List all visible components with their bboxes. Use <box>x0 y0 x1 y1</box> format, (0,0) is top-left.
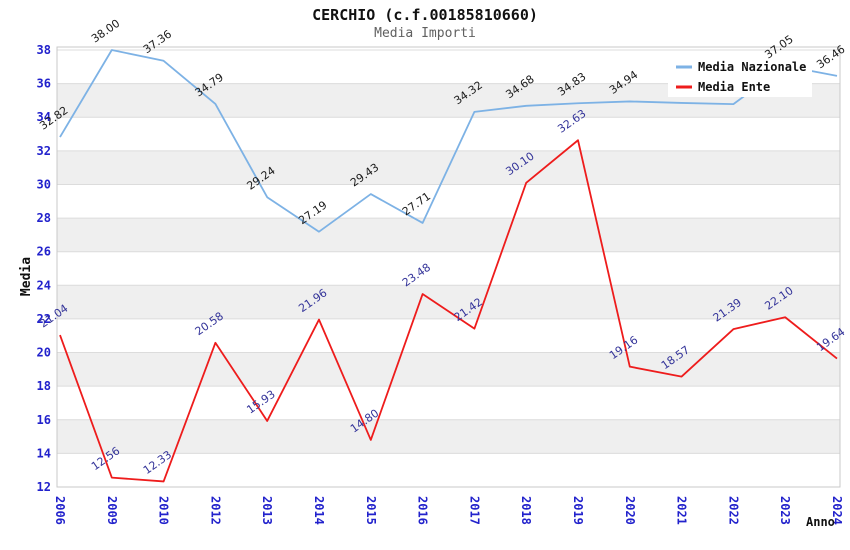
y-axis-title: Media <box>19 256 35 297</box>
legend-label-media-ente: Media Ente <box>698 80 770 94</box>
plot-background <box>57 47 840 487</box>
x-tick-label: 2015 <box>364 496 378 525</box>
y-tick-label: 20 <box>37 346 51 360</box>
x-tick-label: 2016 <box>416 496 430 525</box>
x-tick-label: 2006 <box>53 496 67 525</box>
x-tick-label: 2024 <box>830 496 844 525</box>
y-axis-tick-labels: 12 14 16 18 20 22 24 26 28 30 32 34 36 38 <box>37 43 51 494</box>
y-tick-label: 36 <box>37 77 51 91</box>
point-label: 38.00 <box>89 17 122 46</box>
legend-label-media-nazionale: Media Nazionale <box>698 60 806 74</box>
y-tick-label: 16 <box>37 413 51 427</box>
y-tick-label: 30 <box>37 177 51 191</box>
x-tick-label: 2013 <box>260 496 274 525</box>
y-tick-label: 32 <box>37 144 51 158</box>
x-axis-year-labels: 2006 2009 2010 2012 2013 2014 2015 2016 2017 2018… <box>53 496 844 525</box>
y-tick-label: 22 <box>37 312 51 326</box>
media-ente-line <box>59 139 838 483</box>
x-tick-label: 2023 <box>778 496 792 525</box>
legend-box <box>668 57 812 97</box>
chart-subtitle: Media Importi <box>374 26 476 41</box>
x-tick-label: 2009 <box>105 496 119 525</box>
plot-gridlines <box>57 49 840 454</box>
y-tick-label: 24 <box>37 278 51 292</box>
y-tick-label: 14 <box>37 446 51 460</box>
x-tick-label: 2018 <box>519 496 533 525</box>
legend: Media Nazionale Media Ente <box>668 57 812 97</box>
x-tick-label: 2014 <box>312 496 326 525</box>
y-tick-label: 28 <box>37 211 51 225</box>
x-tick-label: 2022 <box>726 496 740 525</box>
y-tick-label: 12 <box>37 480 51 494</box>
y-tick-label: 26 <box>37 245 51 259</box>
plot-bands <box>57 83 840 454</box>
media-nazionale-line <box>59 49 838 233</box>
y-tick-label: 34 <box>37 110 51 124</box>
x-tick-label: 2017 <box>467 496 481 525</box>
plot-border <box>56 46 841 488</box>
y-tick-label: 18 <box>37 379 51 393</box>
x-axis-title: Anno <box>806 515 835 529</box>
x-tick-label: 2012 <box>208 496 222 525</box>
y-tick-label: 38 <box>37 43 51 57</box>
x-tick-label: 2010 <box>157 496 171 525</box>
x-tick-label: 2020 <box>623 496 637 525</box>
chart-title: CERCHIO (c.f.00185810660) <box>312 6 538 24</box>
x-tick-label: 2021 <box>675 496 689 525</box>
x-tick-label: 2019 <box>571 496 585 525</box>
